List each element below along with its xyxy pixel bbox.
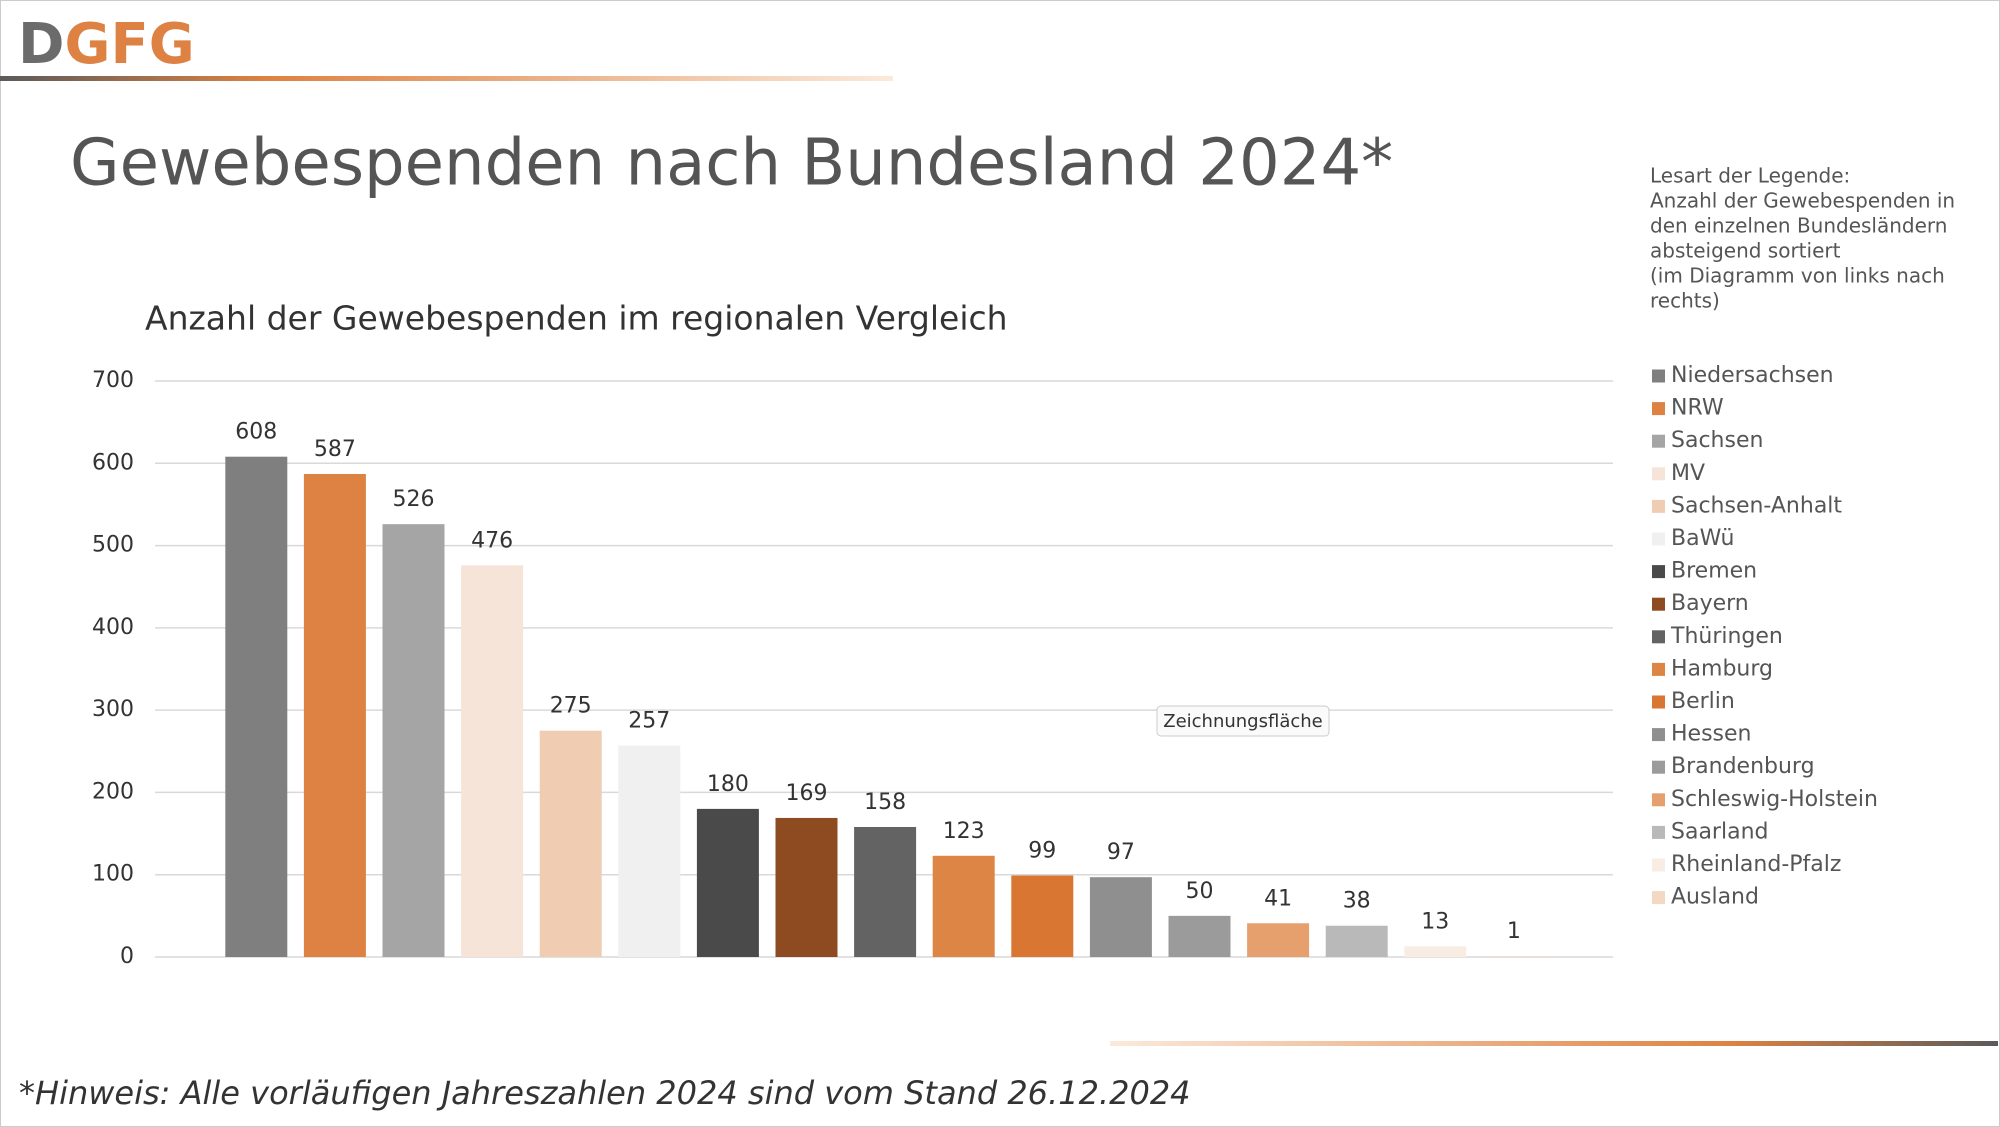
logo-d: D <box>18 12 64 77</box>
legend-note: Lesart der Legende:Anzahl der Gewebespen… <box>1650 164 1955 313</box>
legend-label: Sachsen-Anhalt <box>1671 493 1842 518</box>
bar <box>1011 875 1074 957</box>
legend-note-line: rechts) <box>1650 289 1720 313</box>
legend-note-line: Lesart der Legende: <box>1650 164 1850 188</box>
legend-label: Berlin <box>1671 689 1735 714</box>
legend-swatch <box>1652 858 1665 872</box>
legend-label: MV <box>1671 461 1705 486</box>
tooltip: Zeichnungsfläche <box>1156 705 1330 737</box>
legend-note-line: Anzahl der Gewebespenden in <box>1650 189 1955 213</box>
y-tick-label: 100 <box>92 862 134 887</box>
bar <box>382 524 445 957</box>
bar <box>1482 956 1545 957</box>
data-label: 97 <box>1107 840 1135 865</box>
legend-label: Sachsen <box>1671 428 1763 453</box>
legend-label: Hessen <box>1671 722 1751 747</box>
legend-swatch <box>1652 532 1665 546</box>
bar <box>1325 925 1388 957</box>
logo: DGFG <box>18 12 195 77</box>
bar <box>775 817 838 957</box>
data-label: 476 <box>471 528 513 553</box>
legend-note-line: (im Diagramm von links nach <box>1650 264 1945 288</box>
legend-swatch <box>1652 402 1665 416</box>
legend-swatch <box>1652 434 1665 448</box>
bar <box>1404 946 1467 957</box>
y-tick-label: 600 <box>92 450 134 475</box>
legend-label: Ausland <box>1671 885 1759 910</box>
legend-swatch <box>1652 662 1665 676</box>
legend-swatch <box>1652 467 1665 481</box>
data-label: 158 <box>864 790 906 815</box>
data-label: 1 <box>1507 919 1521 944</box>
bar <box>854 826 917 957</box>
data-label: 257 <box>628 709 670 734</box>
legend-swatch <box>1652 695 1665 709</box>
legend-swatch <box>1652 369 1665 383</box>
legend-label: Thüringen <box>1670 624 1783 649</box>
y-tick-label: 500 <box>92 533 134 558</box>
data-label: 608 <box>235 420 277 445</box>
plot: 0 100 200 300 400 500 600 700 608 Niedersachsen 58… <box>92 363 1878 969</box>
bar <box>1089 877 1152 957</box>
legend-label: Hamburg <box>1671 656 1773 681</box>
legend-swatch <box>1652 630 1665 644</box>
y-tick-label: 200 <box>92 779 134 804</box>
legend-label: Brandenburg <box>1671 754 1815 779</box>
legend-label: BaWü <box>1671 526 1735 551</box>
data-label: 526 <box>393 487 435 512</box>
legend-label: Saarland <box>1671 819 1768 844</box>
bar <box>1247 923 1310 957</box>
data-label: 50 <box>1186 879 1214 904</box>
data-label: 169 <box>786 781 828 806</box>
legend-label: NRW <box>1671 396 1724 421</box>
y-tick-label: 700 <box>92 368 134 393</box>
legend-swatch <box>1652 499 1665 513</box>
y-tick-label: 400 <box>92 615 134 640</box>
legend-label: Schleswig-Holstein <box>1671 787 1878 812</box>
data-label: 180 <box>707 772 749 797</box>
bar <box>618 745 681 957</box>
bar <box>225 456 288 957</box>
bar <box>1168 915 1231 957</box>
top-rule <box>0 76 893 81</box>
bar <box>303 473 366 957</box>
legend-note-line: den einzelnen Bundesländern <box>1650 214 1947 238</box>
legend-swatch <box>1652 825 1665 839</box>
logo-gfg: GFG <box>64 12 194 77</box>
tooltip-box <box>1156 705 1330 737</box>
tooltip-text: Zeichnungsfläche <box>1163 711 1323 732</box>
legend-swatch <box>1652 597 1665 611</box>
legend-swatch <box>1652 793 1665 807</box>
bar <box>461 565 524 957</box>
bar <box>696 808 759 957</box>
data-label: 41 <box>1264 886 1292 911</box>
data-label: 587 <box>314 437 356 462</box>
slide-title: Gewebespenden nach Bundesland 2024* <box>70 127 1393 201</box>
y-tick-label: 0 <box>120 944 134 969</box>
data-label: 13 <box>1421 909 1449 934</box>
y-tick-label: 300 <box>92 697 134 722</box>
legend-swatch <box>1652 565 1665 579</box>
legend-label: Bayern <box>1671 591 1749 616</box>
footnote: *Hinweis: Alle vorläufigen Jahreszahlen … <box>19 1074 1191 1112</box>
data-label: 275 <box>550 694 592 719</box>
data-label: 123 <box>943 819 985 844</box>
bottom-rule <box>1110 1041 1998 1046</box>
legend-note-line: absteigend sortiert <box>1650 239 1841 263</box>
bar <box>539 730 602 957</box>
legend-swatch <box>1652 728 1665 742</box>
legend-swatch <box>1652 891 1665 905</box>
legend-label: Rheinland-Pfalz <box>1671 852 1841 877</box>
legend-swatch <box>1652 760 1665 774</box>
bar <box>932 855 995 957</box>
chart-title: Anzahl der Gewebespenden im regionalen V… <box>145 299 1008 338</box>
data-label: 99 <box>1028 839 1056 864</box>
legend-label: Bremen <box>1671 559 1757 584</box>
data-label: 38 <box>1343 889 1371 914</box>
legend-label: Niedersachsen <box>1671 363 1834 388</box>
